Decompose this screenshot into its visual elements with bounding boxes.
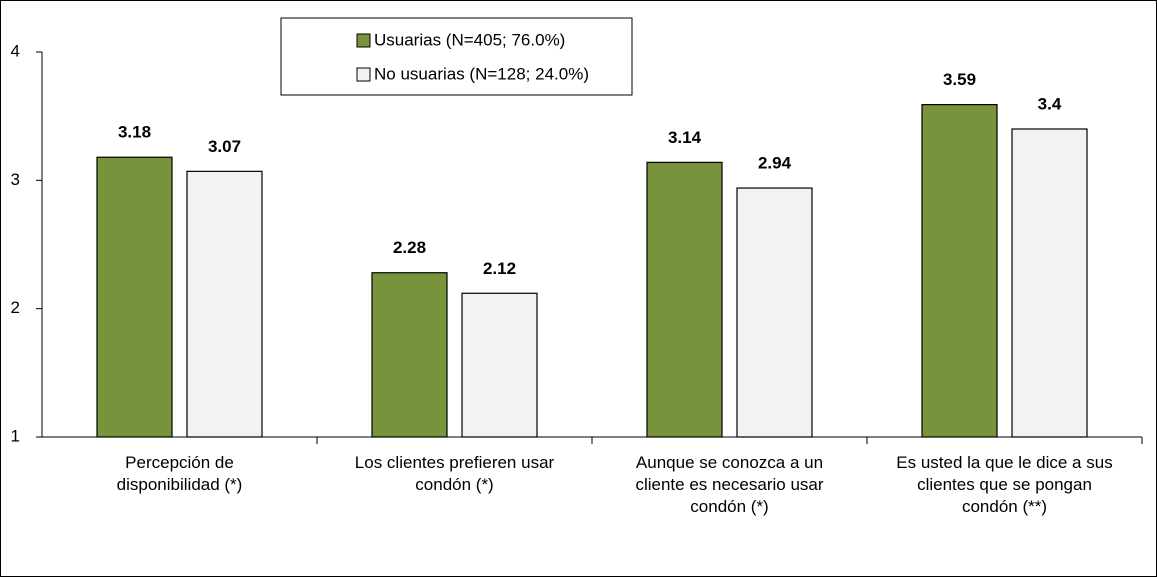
data-label: 3.59 bbox=[943, 70, 976, 89]
bar bbox=[371, 272, 448, 438]
x-tick-label: Es usted la que le dice a sus clientes q… bbox=[896, 453, 1113, 516]
bar bbox=[646, 161, 723, 438]
data-label: 2.94 bbox=[758, 154, 792, 173]
y-tick-label: 3 bbox=[11, 170, 20, 189]
data-label: 3.18 bbox=[118, 123, 151, 142]
x-tick-label: Los clientes prefieren usar condón (*) bbox=[354, 453, 555, 494]
data-label: 3.4 bbox=[1038, 94, 1062, 113]
legend-label: Usuarias (N=405; 76.0%) bbox=[374, 30, 565, 49]
y-tick-label: 1 bbox=[11, 426, 20, 445]
bar bbox=[461, 292, 538, 438]
y-tick-label: 4 bbox=[11, 41, 20, 60]
x-tick-label: Aunque se conozca a un cliente es necesa… bbox=[635, 453, 824, 516]
x-tick-label: Percepción de disponibilidad (*) bbox=[116, 453, 243, 494]
legend-box bbox=[280, 17, 633, 96]
data-label: 2.12 bbox=[483, 259, 516, 278]
bar bbox=[96, 156, 173, 438]
legend-label: No usuarias (N=128; 24.0%) bbox=[374, 64, 589, 83]
bar bbox=[186, 170, 263, 438]
legend-swatch bbox=[356, 67, 371, 82]
data-label: 3.07 bbox=[208, 137, 241, 156]
data-label: 3.14 bbox=[668, 128, 702, 147]
bar bbox=[1011, 128, 1088, 438]
data-label: 2.28 bbox=[393, 238, 426, 257]
legend-swatch bbox=[356, 33, 371, 48]
y-tick-label: 2 bbox=[11, 298, 20, 317]
bar bbox=[921, 104, 998, 438]
bar bbox=[736, 187, 813, 438]
